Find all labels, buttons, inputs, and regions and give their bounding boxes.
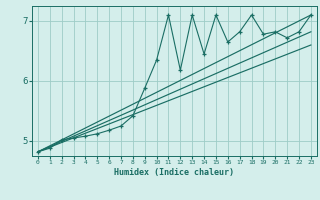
X-axis label: Humidex (Indice chaleur): Humidex (Indice chaleur) (115, 168, 234, 177)
